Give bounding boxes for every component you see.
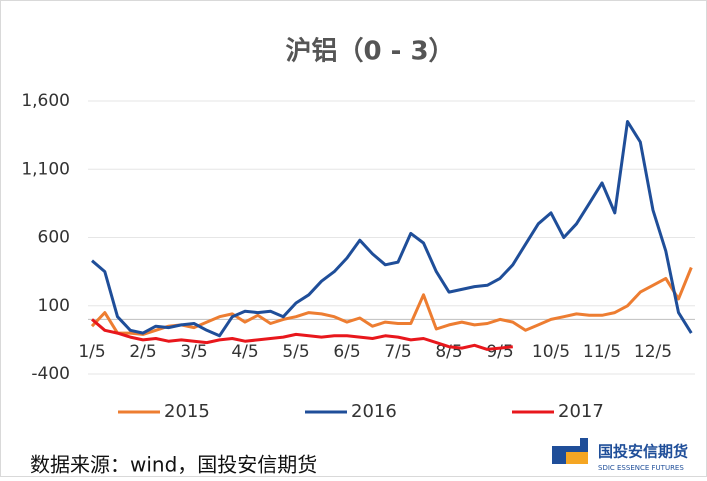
x-tick-label: 9/5 bbox=[486, 342, 513, 362]
logo-mark bbox=[566, 452, 588, 464]
x-tick-label: 4/5 bbox=[231, 342, 258, 362]
data-line bbox=[90, 266, 693, 336]
x-tick-label: 11/5 bbox=[583, 342, 621, 362]
legend-label: 2015 bbox=[164, 401, 210, 422]
legend-label: 2017 bbox=[558, 401, 604, 422]
source-note: 数据来源：wind，国投安信期货 bbox=[30, 453, 317, 477]
y-tick-label: 600 bbox=[38, 228, 70, 248]
data-line bbox=[91, 120, 693, 338]
x-tick-label: 1/5 bbox=[78, 342, 105, 362]
logo: 国投安信期货 SDIC ESSENCE FUTURES bbox=[552, 438, 688, 472]
x-tick-label: 7/5 bbox=[384, 342, 411, 362]
y-tick-label: 1,600 bbox=[21, 91, 70, 111]
x-tick-label: 6/5 bbox=[333, 342, 360, 362]
y-tick-label: 1,100 bbox=[21, 159, 70, 179]
y-tick-label: -400 bbox=[31, 364, 70, 384]
x-tick-label: 2/5 bbox=[129, 342, 156, 362]
y-tick-label: 100 bbox=[38, 296, 70, 316]
x-tick-label: 3/5 bbox=[180, 342, 207, 362]
x-tick-label: 10/5 bbox=[532, 342, 570, 362]
x-tick-label: 12/5 bbox=[634, 342, 672, 362]
x-tick-label: 5/5 bbox=[282, 342, 309, 362]
logo-name: 国投安信期货 bbox=[598, 443, 688, 461]
logo-subtitle: SDIC ESSENCE FUTURES bbox=[598, 464, 684, 472]
legend-label: 2016 bbox=[351, 401, 397, 422]
chart-title: 沪铝（0 - 3） bbox=[285, 37, 454, 67]
data-line bbox=[91, 318, 513, 351]
